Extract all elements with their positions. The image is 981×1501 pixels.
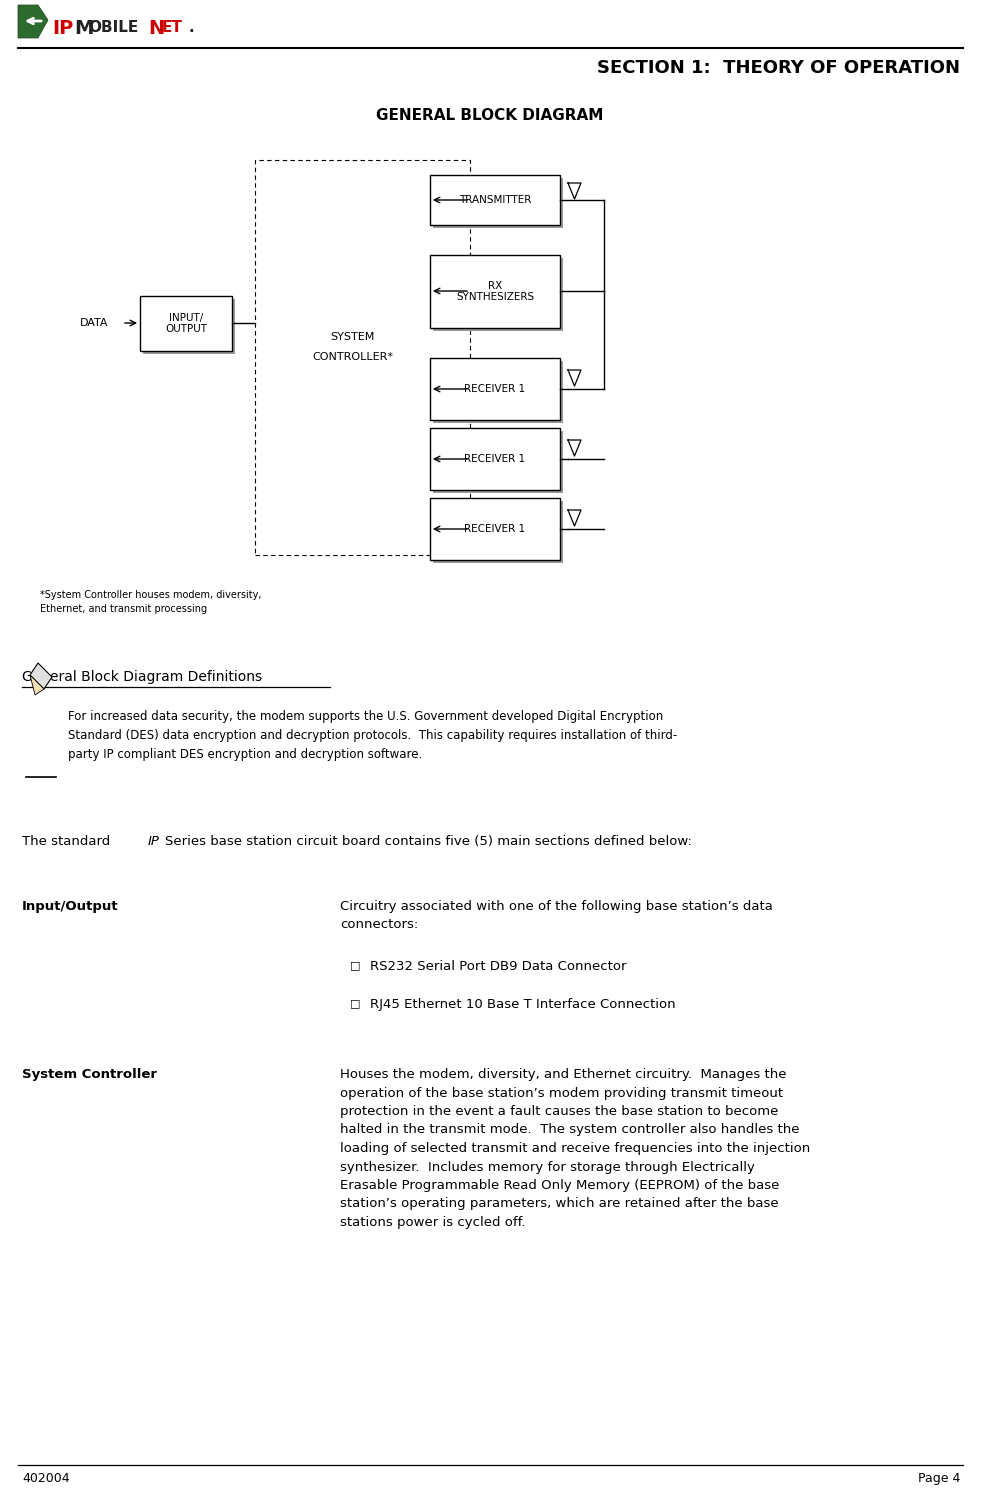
Text: DATA: DATA	[80, 318, 109, 329]
Text: *System Controller houses modem, diversity,
Ethernet, and transmit processing: *System Controller houses modem, diversi…	[40, 590, 262, 614]
Text: RECEIVER 1: RECEIVER 1	[464, 524, 526, 534]
Bar	[430, 428, 560, 489]
Text: GENERAL BLOCK DIAGRAM: GENERAL BLOCK DIAGRAM	[377, 108, 603, 123]
Text: RECEIVER 1: RECEIVER 1	[464, 384, 526, 393]
Bar	[430, 359, 560, 420]
Bar	[433, 258, 563, 332]
Bar	[433, 431, 563, 492]
Text: .: .	[188, 21, 193, 36]
Text: 402004: 402004	[22, 1472, 70, 1484]
Bar	[430, 176, 560, 225]
Text: System Controller: System Controller	[22, 1069, 157, 1081]
Text: IP: IP	[148, 835, 160, 848]
Bar	[433, 501, 563, 563]
Text: SYSTEM: SYSTEM	[331, 332, 375, 342]
Polygon shape	[568, 371, 581, 386]
Text: OBILE: OBILE	[88, 21, 138, 36]
Polygon shape	[568, 510, 581, 525]
Text: Page 4: Page 4	[917, 1472, 960, 1484]
Text: General Block Diagram Definitions: General Block Diagram Definitions	[22, 669, 262, 684]
Text: The standard: The standard	[22, 835, 115, 848]
Text: □: □	[350, 998, 360, 1009]
Polygon shape	[568, 183, 581, 200]
Text: CONTROLLER*: CONTROLLER*	[312, 353, 393, 362]
Polygon shape	[18, 5, 48, 38]
Polygon shape	[568, 440, 581, 456]
Bar	[140, 296, 232, 351]
Bar	[143, 299, 235, 354]
Bar	[430, 498, 560, 560]
Polygon shape	[30, 675, 44, 695]
Text: RX
SYNTHESIZERS: RX SYNTHESIZERS	[456, 281, 534, 302]
Text: Circuitry associated with one of the following base station’s data
connectors:: Circuitry associated with one of the fol…	[340, 901, 773, 932]
Bar	[433, 362, 563, 423]
Text: RECEIVER 1: RECEIVER 1	[464, 453, 526, 464]
Text: IP: IP	[52, 18, 74, 38]
Bar	[430, 255, 560, 329]
Text: □: □	[350, 961, 360, 970]
Bar	[255, 161, 470, 555]
Text: ET: ET	[162, 21, 182, 36]
Bar	[433, 179, 563, 228]
Text: Input/Output: Input/Output	[22, 901, 119, 913]
Text: TRANSMITTER: TRANSMITTER	[459, 195, 531, 206]
Polygon shape	[30, 663, 52, 689]
Text: SECTION 1:  THEORY OF OPERATION: SECTION 1: THEORY OF OPERATION	[597, 59, 960, 77]
Text: Houses the modem, diversity, and Ethernet circuitry.  Manages the
operation of t: Houses the modem, diversity, and Etherne…	[340, 1069, 810, 1229]
Text: For increased data security, the modem supports the U.S. Government developed Di: For increased data security, the modem s…	[68, 710, 677, 761]
Text: M: M	[74, 18, 93, 38]
Text: RS232 Serial Port DB9 Data Connector: RS232 Serial Port DB9 Data Connector	[370, 961, 627, 973]
Text: N: N	[148, 18, 164, 38]
Text: Series base station circuit board contains five (5) main sections defined below:: Series base station circuit board contai…	[165, 835, 692, 848]
Text: INPUT/
OUTPUT: INPUT/ OUTPUT	[165, 312, 207, 335]
Text: RJ45 Ethernet 10 Base T Interface Connection: RJ45 Ethernet 10 Base T Interface Connec…	[370, 998, 676, 1012]
